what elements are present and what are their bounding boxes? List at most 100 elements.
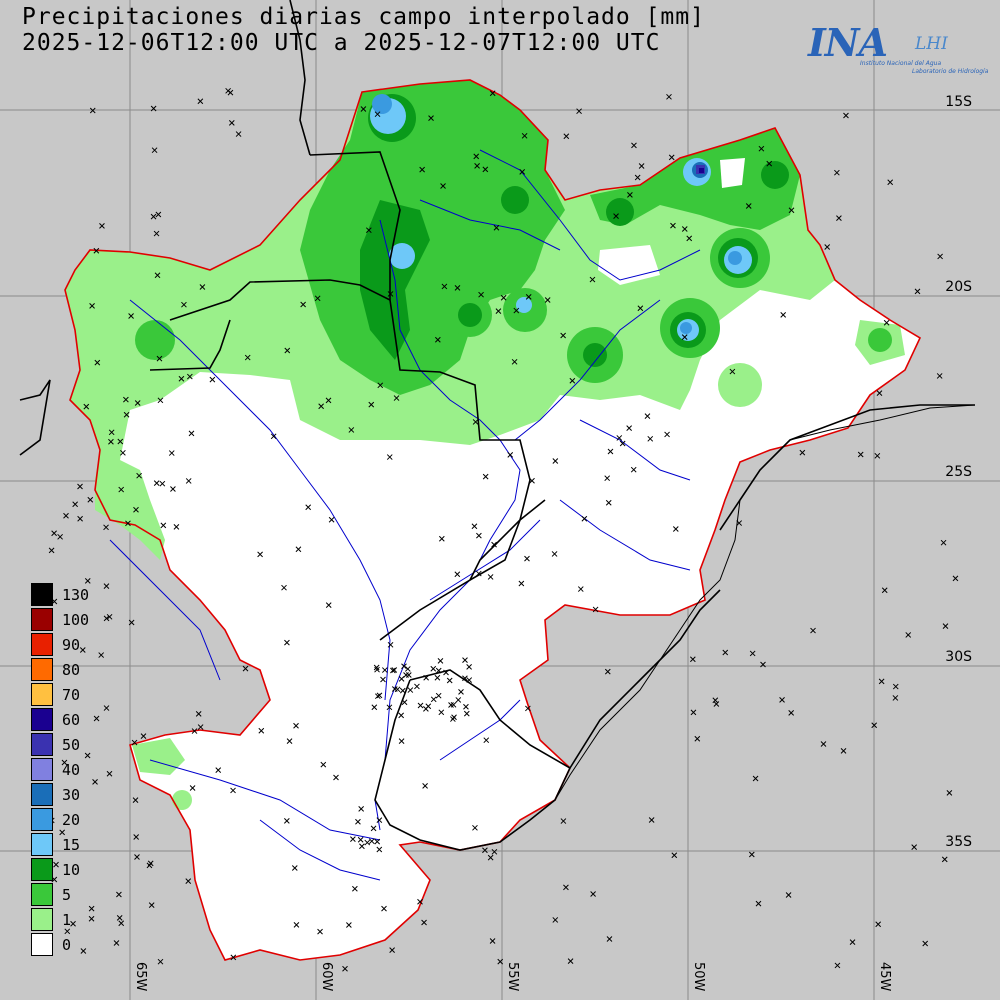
station-marker [389,947,395,953]
station-marker [668,154,675,161]
station-marker [712,697,719,704]
station-marker [441,283,448,290]
station-marker [387,291,394,297]
station-marker [84,752,91,759]
station-marker [482,473,489,480]
lon-label-55w: 55W [505,962,520,992]
station-marker [446,677,453,684]
station-marker [328,516,335,523]
rain-1mm-spot [172,790,192,810]
station-marker [106,770,113,777]
station-marker [672,526,679,532]
station-marker [892,695,899,701]
station-marker [887,179,894,186]
station-marker [359,843,365,850]
station-marker [729,368,736,375]
station-marker [281,584,287,591]
station-marker [581,515,588,522]
station-marker [544,297,551,303]
station-marker [876,390,883,396]
station-marker [83,403,90,410]
legend-swatch [31,708,53,731]
station-marker [440,183,446,189]
station-marker [401,663,407,670]
station-marker [892,683,899,690]
station-marker [317,928,323,935]
station-marker [364,839,371,846]
station-marker [840,748,847,754]
station-marker [293,922,300,928]
station-marker [713,701,720,707]
station-marker [736,520,743,526]
station-marker [686,235,693,242]
station-marker [434,674,441,681]
map-title: Precipitaciones diarias campo interpolad… [22,4,705,30]
station-marker [72,501,79,508]
station-marker [391,686,398,692]
station-marker [552,917,559,923]
station-marker [131,739,138,746]
station-marker [374,666,380,673]
station-marker [524,555,530,562]
station-marker [434,336,441,343]
legend-swatch [31,633,53,656]
station-marker [153,480,160,486]
station-marker [284,347,291,354]
legend-swatch [31,658,53,681]
station-marker [437,658,444,664]
station-marker [487,574,494,580]
station-marker [451,714,457,721]
legend-label: 1 [62,911,72,929]
station-marker [462,657,468,663]
station-marker [387,641,394,648]
station-marker [133,834,140,840]
station-marker [89,303,95,309]
station-marker [404,666,411,672]
station-marker [398,712,405,719]
station-marker [103,524,109,531]
station-marker [458,689,464,695]
station-marker [230,954,237,961]
legend-label: 40 [62,761,81,779]
station-marker [136,472,142,479]
lat-label-35s: 35S [945,834,972,850]
station-marker [637,305,644,312]
station-marker [666,93,672,100]
station-marker [497,958,504,965]
station-marker [185,878,192,884]
legend-swatch [31,758,53,781]
station-marker [59,829,66,836]
station-marker [576,108,582,115]
station-marker [722,649,729,656]
station-marker [305,504,312,511]
station-marker [749,650,756,657]
station-marker [117,438,124,445]
station-marker [478,291,484,298]
station-marker [352,885,358,892]
station-marker [157,397,164,404]
basin-outline [64,79,922,961]
station-marker [871,722,878,729]
station-marker [157,958,164,965]
station-marker [185,478,192,484]
legend-label: 5 [62,886,72,904]
station-marker [197,724,204,730]
station-marker [168,450,175,456]
station-marker [108,438,114,445]
station-marker [590,891,596,897]
station-marker [454,571,461,578]
station-marker [946,790,953,796]
station-marker [454,285,461,291]
station-marker [381,905,387,912]
station-marker [346,922,352,928]
station-marker [325,602,332,609]
station-marker [569,377,576,384]
station-marker [472,824,478,831]
station-marker [483,737,490,744]
station-marker [84,577,91,584]
rain-5mm [300,80,565,395]
station-marker [766,160,773,167]
station-marker [604,668,611,675]
station-marker [589,276,596,283]
station-marker [491,848,498,855]
